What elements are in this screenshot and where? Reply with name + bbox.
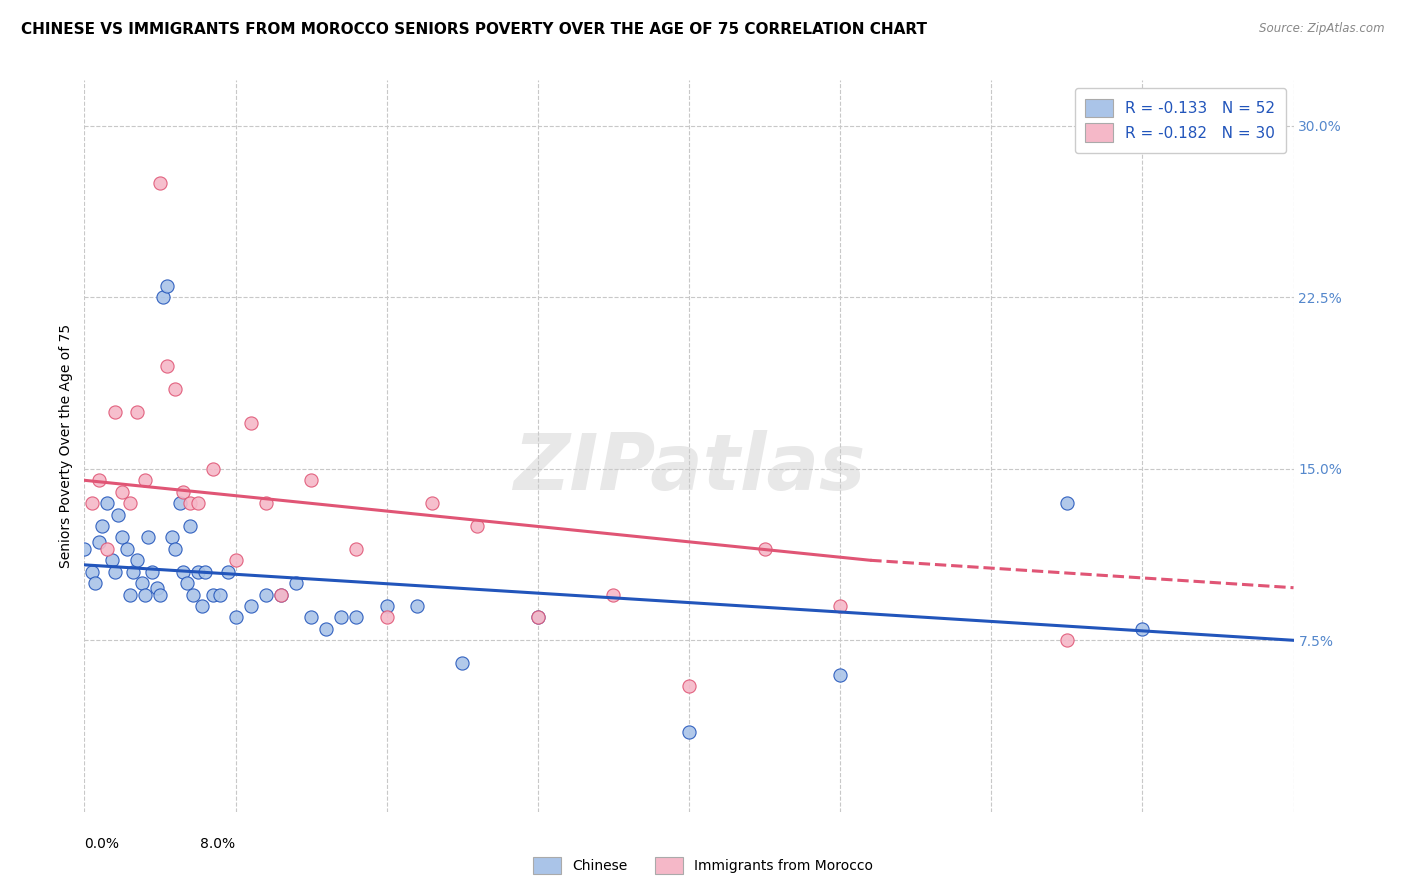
Point [136, 530, 159, 544]
Point [172, 565, 194, 579]
Point [96, 496, 118, 510]
Point [602, 588, 624, 602]
Point [149, 176, 172, 190]
Point [375, 599, 398, 613]
Point [131, 576, 153, 591]
Point [89, 473, 111, 487]
Point [187, 565, 209, 579]
Point [146, 581, 169, 595]
Point [191, 599, 214, 613]
Point [165, 382, 187, 396]
Point [209, 588, 232, 602]
Point [104, 565, 127, 579]
Point [118, 496, 141, 510]
Point [678, 724, 700, 739]
Point [406, 599, 429, 613]
Point [84, 576, 107, 591]
Point [165, 541, 187, 556]
Point [152, 290, 174, 304]
Point [254, 588, 277, 602]
Y-axis label: Seniors Poverty Over the Age of 75: Seniors Poverty Over the Age of 75 [59, 324, 73, 568]
Point [80, 496, 103, 510]
Point [91, 519, 114, 533]
Point [100, 553, 122, 567]
Point [201, 462, 224, 476]
Point [375, 610, 398, 624]
Point [239, 599, 262, 613]
Point [107, 508, 129, 522]
Point [239, 416, 262, 430]
Point [111, 484, 134, 499]
Text: Source: ZipAtlas.com: Source: ZipAtlas.com [1260, 22, 1385, 36]
Point [149, 588, 172, 602]
Point [678, 679, 700, 693]
Point [315, 622, 337, 636]
Point [80, 565, 103, 579]
Point [89, 535, 111, 549]
Point [156, 279, 179, 293]
Point [141, 565, 163, 579]
Point [299, 610, 322, 624]
Text: ZIPatlas: ZIPatlas [513, 430, 865, 506]
Point [111, 530, 134, 544]
Point [181, 588, 204, 602]
Point [285, 576, 308, 591]
Point [299, 473, 322, 487]
Legend: Chinese, Immigrants from Morocco: Chinese, Immigrants from Morocco [526, 850, 880, 880]
Point [225, 553, 247, 567]
Point [225, 610, 247, 624]
Point [134, 473, 156, 487]
Point [121, 565, 143, 579]
Point [1056, 633, 1078, 648]
Text: CHINESE VS IMMIGRANTS FROM MOROCCO SENIORS POVERTY OVER THE AGE OF 75 CORRELATIO: CHINESE VS IMMIGRANTS FROM MOROCCO SENIO… [21, 22, 927, 37]
Point [176, 576, 198, 591]
Point [194, 565, 217, 579]
Point [156, 359, 179, 373]
Point [96, 541, 118, 556]
Point [346, 541, 368, 556]
Point [104, 405, 127, 419]
Point [160, 530, 183, 544]
Point [330, 610, 353, 624]
Point [270, 588, 292, 602]
Point [1132, 622, 1154, 636]
Point [134, 588, 156, 602]
Point [169, 496, 191, 510]
Text: 0.0%: 0.0% [84, 838, 120, 851]
Point [73, 541, 96, 556]
Point [127, 553, 149, 567]
Point [254, 496, 277, 510]
Point [527, 610, 550, 624]
Point [187, 496, 209, 510]
Point [346, 610, 368, 624]
Point [118, 588, 141, 602]
Point [179, 496, 201, 510]
Point [527, 610, 550, 624]
Point [1056, 496, 1078, 510]
Legend: R = -0.133   N = 52, R = -0.182   N = 30: R = -0.133 N = 52, R = -0.182 N = 30 [1074, 88, 1286, 153]
Point [830, 667, 852, 681]
Point [127, 405, 149, 419]
Point [830, 599, 852, 613]
Point [270, 588, 292, 602]
Point [420, 496, 443, 510]
Point [172, 484, 194, 499]
Point [179, 519, 201, 533]
Point [467, 519, 489, 533]
Point [217, 565, 239, 579]
Point [201, 588, 224, 602]
Point [754, 541, 776, 556]
Point [115, 541, 138, 556]
Point [451, 656, 474, 670]
Text: 8.0%: 8.0% [201, 838, 236, 851]
